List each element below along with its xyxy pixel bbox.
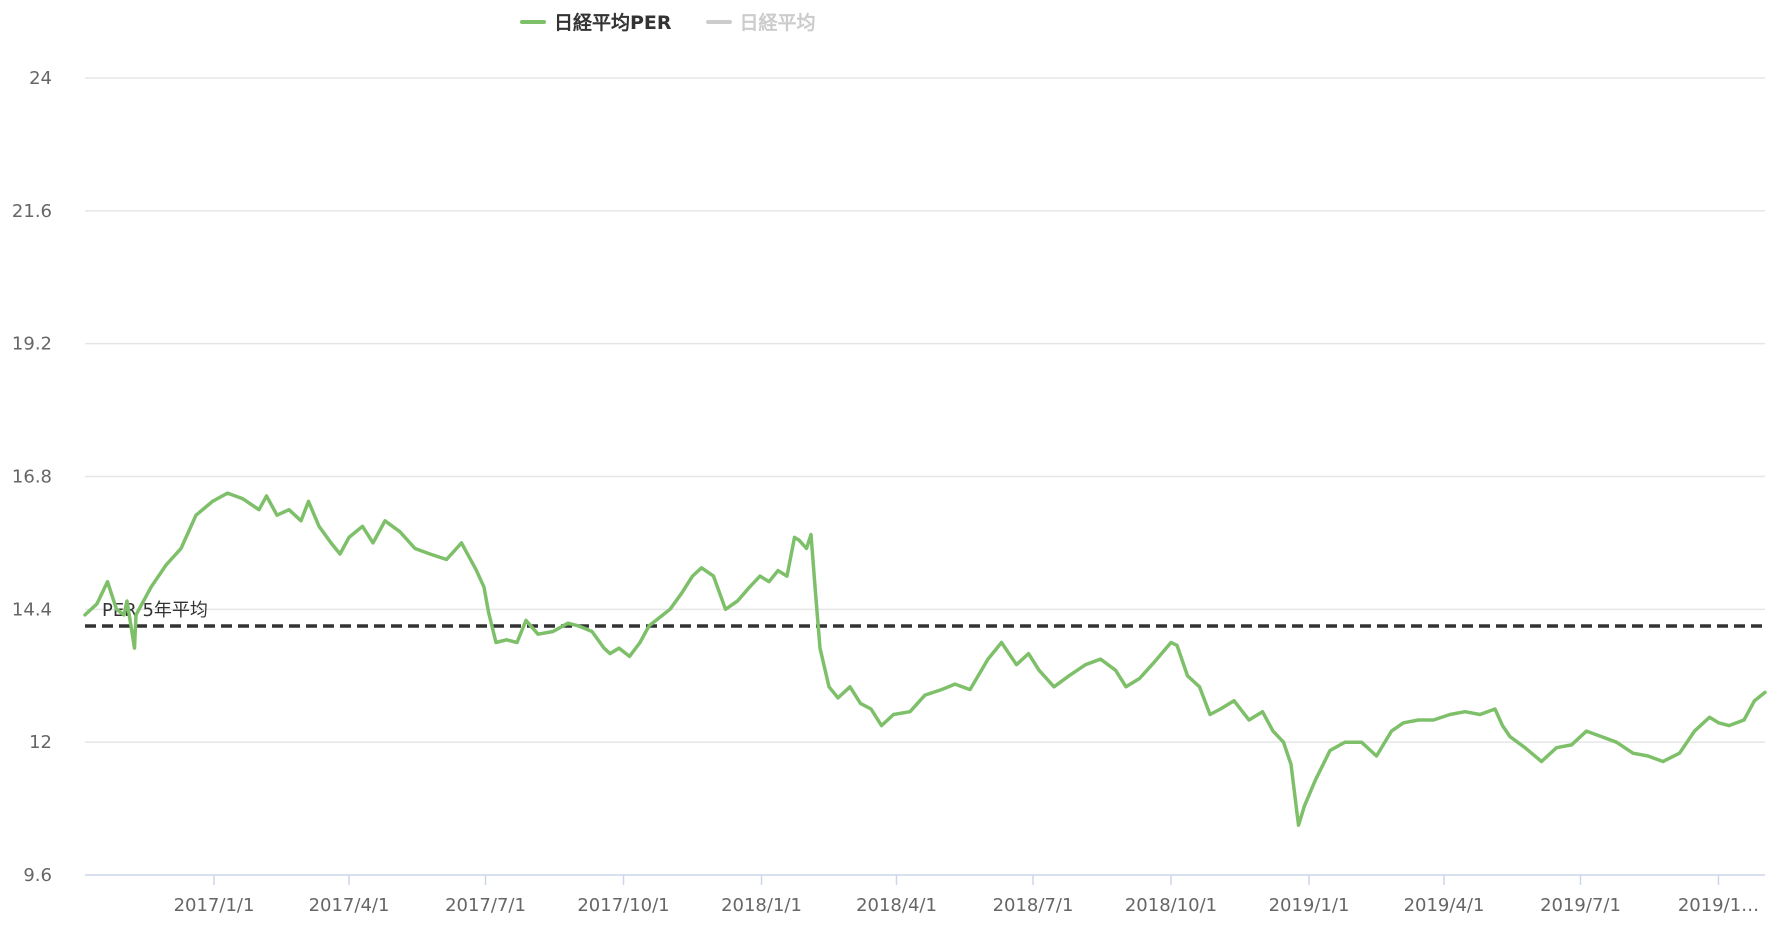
legend-item-nikkei[interactable]: 日経平均: [705, 8, 816, 35]
y-tick-label: 19.2: [12, 334, 52, 355]
y-tick-label: 9.6: [23, 865, 52, 886]
x-tick-label: 2019/1/1: [1269, 895, 1350, 916]
x-tick-label: 2019/7/1: [1540, 895, 1621, 916]
x-tick-label: 2018/4/1: [856, 895, 937, 916]
x-tick-label: 2018/7/1: [993, 895, 1074, 916]
x-tick-label: 2019/1…: [1678, 895, 1759, 916]
y-tick-label: 16.8: [12, 467, 52, 488]
x-tick-label: 2018/1/1: [721, 895, 802, 916]
y-tick-label: 12: [29, 732, 52, 753]
x-tick-label: 2017/1/1: [174, 895, 255, 916]
x-tick-label: 2017/7/1: [445, 895, 526, 916]
legend-label-nikkei: 日経平均: [739, 12, 816, 34]
y-tick-label: 24: [29, 68, 52, 89]
y-tick-label: 21.6: [12, 201, 52, 222]
legend-swatch-nikkei: [705, 19, 732, 24]
x-tick-label: 2019/4/1: [1404, 895, 1485, 916]
legend-item-per[interactable]: 日経平均PER: [520, 8, 672, 35]
y-tick-label: 14.4: [12, 599, 52, 620]
x-tick-label: 2018/10/1: [1125, 895, 1217, 916]
legend-label-per: 日経平均PER: [554, 12, 672, 34]
series-line-per: [83, 491, 1767, 827]
x-tick-label: 2017/4/1: [309, 895, 390, 916]
legend: 日経平均PER 日経平均: [520, 8, 816, 35]
legend-swatch-per: [520, 19, 546, 24]
x-tick-label: 2017/10/1: [577, 895, 669, 916]
